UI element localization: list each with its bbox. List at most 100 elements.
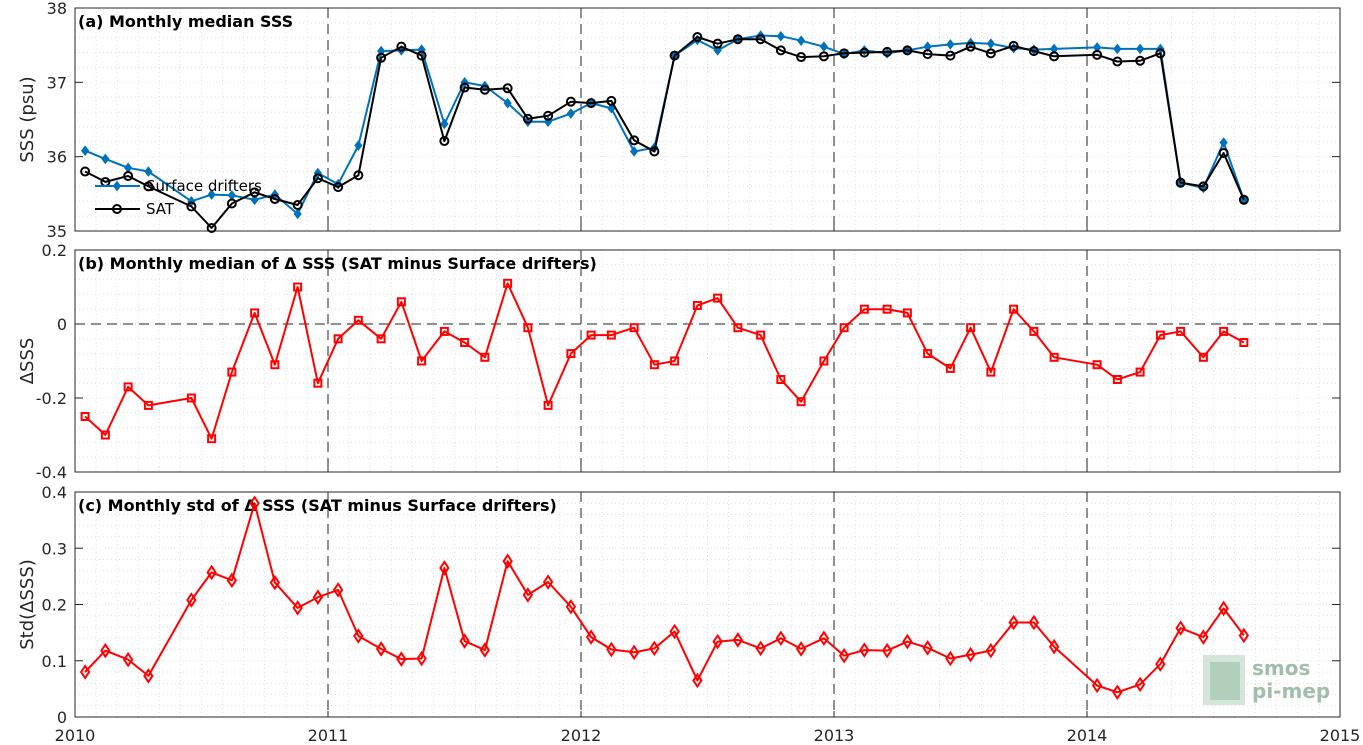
- panel-c: 0 0.1 0.2 0.3 0.4 2010 2011 2012 2013 2014 2015 Std…: [17, 483, 1360, 745]
- data-point: [796, 397, 806, 407]
- data-point: [859, 47, 870, 58]
- data-point: [375, 641, 387, 657]
- data-point: [1218, 147, 1229, 158]
- data-point: [565, 598, 577, 615]
- data-point: [226, 572, 238, 589]
- data-point: [649, 640, 660, 657]
- data-point: [585, 629, 597, 645]
- data-point: [459, 82, 470, 93]
- data-point: [1135, 367, 1145, 377]
- x-tick-label: 2015: [1320, 726, 1361, 745]
- data-point: [776, 375, 786, 384]
- data-point: [965, 646, 976, 663]
- data-point: [542, 574, 554, 590]
- data-point: [566, 108, 576, 119]
- data-point: [112, 180, 122, 192]
- data-point: [669, 623, 680, 640]
- data-point: [902, 308, 912, 318]
- data-point: [565, 96, 576, 107]
- data-point: [333, 182, 344, 193]
- data-point: [416, 50, 427, 61]
- series-line: [84, 502, 1245, 694]
- data-point: [439, 560, 450, 576]
- data-point: [945, 50, 956, 61]
- data-point: [226, 198, 237, 209]
- data-point: [796, 35, 806, 47]
- data-point: [882, 304, 892, 314]
- data-point: [922, 640, 933, 656]
- data-point: [123, 382, 133, 392]
- data-point: [269, 194, 280, 205]
- y-tick-label: 0.2: [42, 596, 67, 615]
- data-point: [1009, 304, 1019, 314]
- data-point: [123, 170, 134, 181]
- data-point: [417, 356, 427, 366]
- data-point: [101, 153, 110, 165]
- data-point: [713, 293, 723, 303]
- data-point: [416, 650, 427, 667]
- data-point: [186, 592, 197, 608]
- data-point: [80, 166, 91, 177]
- data-point: [123, 162, 133, 174]
- data-point: [838, 647, 850, 664]
- data-point: [206, 223, 217, 234]
- data-point: [859, 304, 869, 314]
- data-point: [669, 50, 680, 61]
- data-point: [1198, 352, 1208, 362]
- data-point: [353, 315, 363, 325]
- x-tick-label: 2010: [55, 726, 96, 745]
- data-point: [819, 356, 829, 366]
- data-point: [396, 41, 407, 52]
- data-point: [1155, 48, 1166, 59]
- data-point: [250, 308, 260, 318]
- y-axis-label: SSS (psu): [17, 76, 38, 162]
- data-point: [629, 146, 639, 157]
- data-point: [207, 189, 216, 200]
- data-point: [1008, 614, 1019, 631]
- data-point: [353, 628, 364, 644]
- data-point: [250, 194, 259, 206]
- data-point: [733, 323, 743, 333]
- logo-line2: pi-mep: [1252, 679, 1330, 703]
- data-point: [1008, 40, 1019, 51]
- data-point: [1092, 49, 1103, 60]
- data-point: [902, 45, 913, 56]
- data-point: [1219, 326, 1229, 336]
- data-point: [543, 400, 553, 410]
- logo-line1: smos: [1252, 656, 1310, 680]
- data-point: [776, 30, 786, 42]
- data-point: [966, 323, 976, 333]
- data-point: [839, 323, 849, 333]
- data-point: [313, 378, 323, 388]
- data-point: [112, 204, 122, 214]
- data-point: [796, 52, 807, 63]
- data-point: [459, 633, 470, 649]
- data-point: [628, 644, 640, 661]
- y-tick-label: -0.2: [36, 389, 67, 408]
- data-point: [586, 330, 596, 340]
- data-point: [881, 642, 893, 659]
- data-point: [922, 49, 933, 60]
- data-point: [502, 83, 513, 94]
- data-point: [376, 52, 387, 63]
- data-point: [80, 145, 90, 157]
- legend: Surface drifters SAT: [95, 177, 262, 218]
- data-point: [503, 97, 512, 109]
- data-point: [649, 146, 660, 157]
- data-point: [480, 352, 490, 362]
- series-line: [84, 282, 1245, 440]
- data-point: [566, 349, 576, 359]
- data-point: [1219, 137, 1228, 148]
- smos-pi-mep-logo: smos pi-mep: [1203, 655, 1330, 705]
- data-point: [902, 633, 913, 650]
- data-point: [985, 642, 997, 659]
- data-point: [1135, 43, 1145, 55]
- data-point: [312, 589, 324, 605]
- data-point: [269, 574, 281, 591]
- data-point: [1092, 360, 1102, 370]
- data-point: [1238, 627, 1250, 644]
- y-tick-label: 38: [47, 0, 67, 18]
- data-point: [1175, 177, 1186, 188]
- data-point: [985, 48, 996, 59]
- data-point: [417, 44, 426, 55]
